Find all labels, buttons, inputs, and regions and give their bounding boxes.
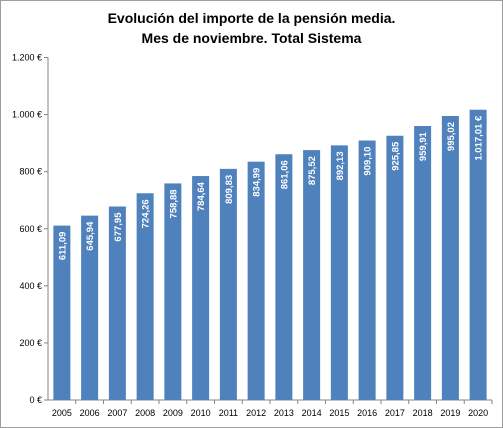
bar [53,225,71,400]
x-tick-label: 2012 [246,408,266,418]
data-label: 1.017,01 € [474,115,485,161]
chart-title-line1: Evolución del importe de la pensión medi… [107,10,396,26]
y-tick-label: 800 € [19,167,42,177]
bar [164,183,182,400]
data-label: 861,06 [279,160,290,189]
y-tick-label: 400 € [19,281,42,291]
bar [386,135,404,400]
x-tick-label: 2016 [357,408,377,418]
x-tick-label: 2017 [385,408,405,418]
bar [414,126,432,400]
data-label: 834,99 [252,168,263,197]
bar [247,161,265,400]
bar [136,193,154,400]
x-tick-label: 2011 [219,408,238,418]
bar [303,150,321,400]
bar [192,176,210,400]
bar [441,116,459,401]
data-label: 758,88 [168,189,179,218]
x-tick-label: 2010 [191,408,211,418]
data-label: 645,94 [85,221,96,251]
y-tick-label: 1.200 € [12,53,42,63]
x-tick-label: 2007 [107,408,127,418]
x-tick-label: 2014 [302,408,322,418]
bar [81,215,99,400]
bar [469,109,487,400]
data-label: 784,64 [196,181,207,211]
y-tick-label: 0 € [29,395,42,405]
bar [275,154,293,400]
y-tick-label: 1.000 € [12,110,42,120]
x-tick-label: 2015 [329,408,349,418]
x-tick-label: 2020 [468,408,488,418]
data-label: 995,02 [446,122,457,151]
data-label: 677,95 [113,212,124,242]
data-label: 959,91 [418,131,429,161]
data-label: 875,52 [307,156,318,185]
chart-title: Evolución del importe de la pensión medi… [0,8,503,48]
data-label: 892,13 [335,151,346,180]
bar [358,140,376,400]
x-tick-label: 2006 [80,408,100,418]
data-label: 611,09 [57,232,68,261]
x-tick-label: 2009 [163,408,183,418]
x-tick-label: 2019 [440,408,460,418]
bar [330,145,348,400]
x-tick-label: 2008 [135,408,155,418]
data-label: 909,10 [363,147,374,176]
y-tick-label: 600 € [19,224,42,234]
data-label: 724,26 [141,199,152,228]
bar [219,168,237,400]
y-tick-label: 200 € [19,338,42,348]
data-label: 809,83 [224,175,235,204]
data-label: 925,85 [390,141,401,171]
x-tick-label: 2013 [274,408,294,418]
x-tick-label: 2005 [52,408,72,418]
bar [108,206,126,400]
chart-title-line2: Mes de noviembre. Total Sistema [141,30,362,46]
x-tick-label: 2018 [413,408,433,418]
